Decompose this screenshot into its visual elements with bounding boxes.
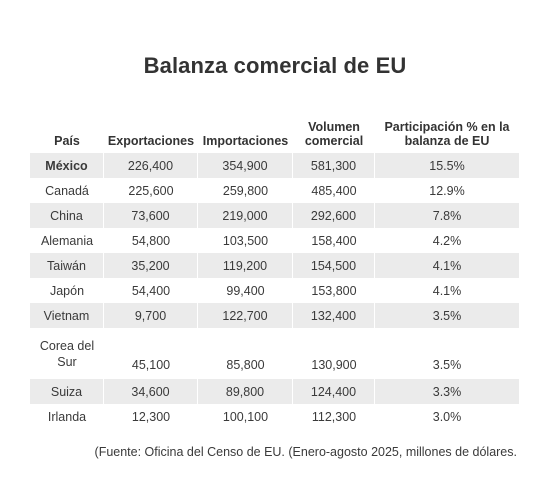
cell-exports: 73,600 (104, 203, 198, 228)
cell-exports: 54,800 (131, 233, 171, 248)
table-row: Vietnam 9,700 122,700 132,400 3.5% (30, 303, 519, 328)
cell-country: Alemania (40, 233, 94, 248)
cell-imports: 219,000 (198, 203, 293, 228)
cell-country: México (30, 153, 104, 178)
cell-share: 3.5% (432, 358, 462, 372)
page-title: Balanza comercial de EU (143, 53, 407, 78)
cell-imports: 89,800 (198, 379, 293, 404)
cell-imports: 354,900 (198, 153, 293, 178)
cell-volume: 158,400 (311, 233, 357, 248)
cell-country: Suiza (30, 379, 104, 404)
table-row: Suiza 34,600 89,800 124,400 3.3% (30, 379, 519, 404)
table-row: Canadá 225,600 259,800 485,400 12.9% (30, 178, 519, 203)
cell-country: Corea del Sur (39, 338, 95, 369)
cell-volume: 112,300 (311, 409, 357, 424)
cell-share: 15.5% (375, 153, 519, 178)
cell-volume: 485,400 (311, 183, 357, 198)
cell-share: 7.8% (375, 203, 519, 228)
table-row: China 73,600 219,000 292,600 7.8% (30, 203, 519, 228)
cell-imports: 259,800 (222, 183, 269, 198)
table-row: Japón 54,400 99,400 153,800 4.1% (30, 278, 519, 303)
trade-balance-table: País Exportaciones Importaciones Volumen… (30, 112, 519, 429)
header-imports: Importaciones (202, 134, 289, 148)
cell-imports: 119,200 (198, 253, 293, 278)
cell-imports: 99,400 (226, 283, 265, 298)
cell-share: 3.3% (375, 379, 519, 404)
header-country: País (54, 134, 80, 148)
cell-exports: 12,300 (131, 409, 171, 424)
table-row: Alemania 54,800 103,500 158,400 4.2% (30, 228, 519, 253)
cell-share: 3.5% (375, 303, 519, 328)
cell-imports: 85,800 (226, 358, 265, 372)
cell-volume: 130,900 (311, 358, 357, 372)
cell-share: 12.9% (429, 183, 465, 198)
cell-share: 3.0% (432, 409, 462, 424)
table-row: Corea del Sur 45,100 85,800 130,900 3.5% (30, 328, 519, 379)
cell-country: Taiwán (30, 253, 104, 278)
cell-exports: 35,200 (104, 253, 198, 278)
header-volume: Volumen comercial (304, 120, 364, 148)
cell-volume: 153,800 (311, 283, 357, 298)
header-exports: Exportaciones (107, 134, 195, 148)
cell-imports: 103,500 (222, 233, 269, 248)
cell-country: Canadá (45, 183, 89, 198)
cell-share: 4.1% (432, 283, 462, 298)
cell-country: Irlanda (47, 409, 87, 424)
cell-exports: 34,600 (104, 379, 198, 404)
cell-exports: 226,400 (104, 153, 198, 178)
cell-volume: 292,600 (293, 203, 375, 228)
source-note: (Fuente: Oficina del Censo de EU. (Enero… (94, 445, 517, 459)
table-row: Taiwán 35,200 119,200 154,500 4.1% (30, 253, 519, 278)
table-header-row: País Exportaciones Importaciones Volumen… (30, 112, 519, 153)
cell-exports: 225,600 (128, 183, 174, 198)
cell-share: 4.2% (432, 233, 462, 248)
cell-imports: 100,100 (222, 409, 269, 424)
cell-volume: 581,300 (293, 153, 375, 178)
table-row: México 226,400 354,900 581,300 15.5% (30, 153, 519, 178)
cell-exports: 45,100 (131, 358, 171, 372)
header-share: Participación % en la balanza de EU (384, 120, 510, 148)
cell-share: 4.1% (375, 253, 519, 278)
cell-volume: 154,500 (293, 253, 375, 278)
table-row: Irlanda 12,300 100,100 112,300 3.0% (30, 404, 519, 429)
cell-country: China (30, 203, 104, 228)
cell-country: Japón (49, 283, 85, 298)
cell-volume: 132,400 (293, 303, 375, 328)
cell-exports: 54,400 (131, 283, 171, 298)
cell-exports: 9,700 (104, 303, 198, 328)
cell-volume: 124,400 (293, 379, 375, 404)
cell-imports: 122,700 (198, 303, 293, 328)
cell-country: Vietnam (30, 303, 104, 328)
